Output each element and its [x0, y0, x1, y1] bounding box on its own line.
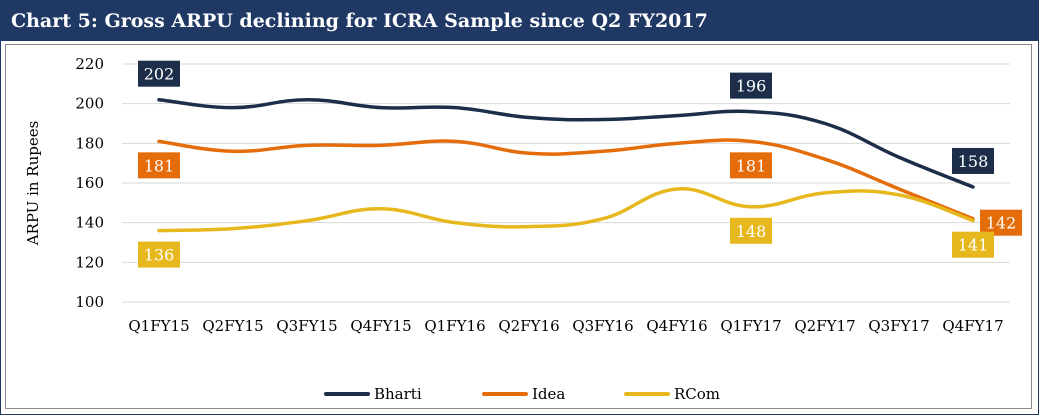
data-label: 196	[730, 72, 772, 99]
y-tick-label: 120	[75, 253, 104, 271]
data-label-box	[730, 152, 772, 179]
data-label-text: 136	[144, 246, 175, 265]
data-label: 181	[730, 152, 772, 179]
data-label-box	[980, 209, 1022, 236]
legend-label: RCom	[674, 385, 720, 403]
series-line-idea	[157, 138, 975, 221]
x-tick-label: Q3FY15	[276, 317, 337, 335]
x-tick-label: Q2FY15	[202, 317, 263, 335]
data-label: 181	[138, 152, 180, 179]
x-tick-label: Q3FY17	[868, 317, 929, 335]
y-tick-label: 100	[75, 293, 104, 311]
y-tick-label: 140	[75, 214, 104, 232]
data-label-text: 142	[986, 214, 1017, 233]
legend-label: Idea	[532, 385, 565, 403]
series-lines	[157, 97, 975, 233]
legend-label: Bharti	[374, 385, 422, 403]
data-label-text: 141	[958, 236, 989, 255]
data-label-box	[952, 231, 994, 258]
x-tick-label: Q3FY16	[572, 317, 633, 335]
legend-item-rcom: RCom	[624, 385, 720, 403]
x-tick-label: Q1FY16	[424, 317, 485, 335]
y-axis-ticks: 100 120 140 160 180 200 220	[75, 55, 104, 311]
data-label-text: 196	[736, 77, 767, 96]
data-label: 202	[138, 60, 180, 87]
series-line-bharti	[157, 97, 975, 189]
data-label-box	[138, 152, 180, 179]
data-label-text: 181	[736, 156, 767, 175]
x-tick-label: Q2FY16	[498, 317, 559, 335]
y-axis-label: ARPU in Rupees	[24, 121, 42, 247]
y-tick-label: 200	[75, 95, 104, 113]
x-tick-label: Q1FY17	[720, 317, 781, 335]
x-tick-label: Q4FY17	[942, 317, 1003, 335]
data-label-text: 181	[144, 156, 175, 175]
y-tick-label: 220	[75, 55, 104, 73]
x-tick-label: Q2FY17	[794, 317, 855, 335]
data-label: 148	[730, 217, 772, 244]
x-tick-label: Q4FY16	[646, 317, 707, 335]
data-label-text: 202	[144, 65, 175, 84]
x-axis-ticks: Q1FY15 Q2FY15 Q3FY15 Q4FY15 Q1FY16 Q2FY16 Q3FY…	[128, 317, 1003, 335]
y-tick-label: 180	[75, 134, 104, 152]
data-label: 158	[952, 147, 994, 174]
y-tick-label: 160	[75, 174, 104, 192]
series-line-rcom	[157, 187, 975, 233]
data-labels: 202 196 158 181 181 142 136 148 141	[138, 60, 1022, 268]
x-tick-label: Q4FY15	[350, 317, 411, 335]
data-label-box	[138, 60, 180, 87]
legend: Bharti Idea RCom	[324, 385, 720, 403]
chart-area-border	[5, 44, 1032, 409]
data-label-box	[952, 147, 994, 174]
data-label: 136	[138, 241, 180, 268]
data-label-box	[138, 241, 180, 268]
data-label-text: 158	[958, 152, 989, 171]
data-label: 141	[952, 231, 994, 258]
x-tick-label: Q1FY15	[128, 317, 189, 335]
data-label: 142	[980, 209, 1022, 236]
legend-item-idea: Idea	[482, 385, 565, 403]
legend-item-bharti: Bharti	[324, 385, 422, 403]
chart-title: Chart 5: Gross ARPU declining for ICRA S…	[1, 1, 1038, 41]
gridlines	[122, 63, 1010, 303]
data-label-text: 148	[736, 222, 767, 241]
data-label-box	[730, 217, 772, 244]
data-label-box	[730, 72, 772, 99]
